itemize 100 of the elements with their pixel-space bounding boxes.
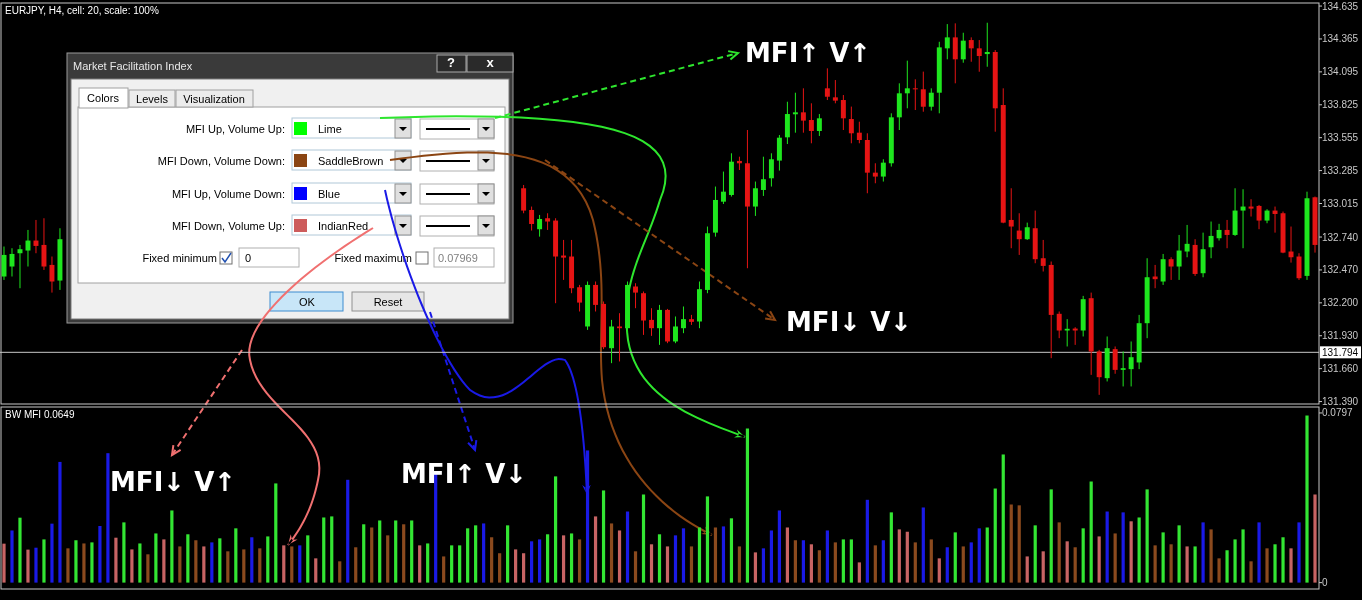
bar [1281,537,1285,583]
ref-line-label: 131.794 [1322,346,1359,358]
bar [801,540,805,583]
bar [154,533,158,583]
candlestick [657,304,662,346]
bar [242,549,246,583]
bar [450,545,454,583]
annotation: MFI↓ V↑ [110,467,237,497]
bar [745,428,750,583]
bar [1041,551,1045,583]
candlestick [800,87,806,134]
bar [482,523,486,583]
bar [929,539,933,583]
bar [1081,528,1085,583]
annotation: Visualization [183,93,245,105]
bar [1089,481,1093,583]
chart-title: BW MFI 0.0649 [5,409,75,420]
bar [697,527,702,583]
candlestick [760,156,766,197]
bar [1137,517,1141,583]
candlestick [1112,345,1118,375]
y-tick-label: 132.200 [1322,297,1359,309]
y-tick-label: 134.635 [1322,0,1359,12]
candlestick [1128,340,1134,387]
bar [593,516,598,583]
bar [809,544,813,583]
bar [506,525,510,583]
bar [729,518,734,583]
annotation: Colors [87,92,120,104]
bar [849,539,853,583]
bar [1217,558,1221,583]
bar [474,525,478,583]
bar [122,522,126,583]
bar [1265,548,1269,583]
bar [1017,505,1021,583]
bar [490,537,494,583]
candlestick [880,158,886,183]
bar [314,558,318,583]
bar [761,548,766,583]
candlestick [856,121,862,144]
annotation: MFI Down, Volume Up: [171,220,285,232]
bar [1105,511,1109,583]
bar [210,542,214,583]
candlestick [1216,223,1222,242]
bar [1097,536,1101,583]
bar [106,453,110,583]
bar [58,461,62,583]
bar [418,545,422,583]
bar [673,535,678,583]
candlestick [984,22,990,68]
candlestick [1208,221,1214,259]
bar [793,540,797,583]
candlestick [824,67,830,101]
annotation: Blue [318,188,341,200]
candlestick [1016,212,1022,256]
annotation: Levels [136,93,169,105]
candlestick [1160,253,1166,286]
bar [266,536,270,583]
candlestick [840,94,846,131]
candlestick [920,71,926,113]
bar [873,545,877,583]
candlestick [976,39,982,73]
bar [545,534,550,583]
bar [609,523,614,583]
bar [953,532,957,583]
bar [657,534,662,583]
bar [50,523,54,583]
annotation: IndianRed [318,220,369,232]
bar [410,520,414,583]
bar [1113,533,1117,583]
candlestick [952,22,958,84]
bar [90,542,94,583]
candlestick [1008,187,1014,249]
bar [1305,415,1309,583]
annotation: MFI↑ V↓ [401,459,528,489]
candlestick [1224,219,1230,249]
annotation: Lime [318,123,342,135]
bar [577,539,582,583]
bar [1009,504,1013,583]
candlestick [968,36,974,63]
candlestick [521,184,527,214]
bar [322,517,326,583]
candlestick [1168,256,1174,281]
bar [1313,494,1317,583]
annotation: MFI↑ V↑ [745,38,872,68]
candlestick [816,113,822,137]
bar [522,553,526,583]
y-tick-label: 131.930 [1322,330,1359,342]
bar [633,551,638,583]
candlestick [1256,204,1262,230]
candlestick [537,214,543,238]
bar [458,545,462,583]
bar [905,531,909,583]
bar [1065,541,1069,583]
bar [841,539,845,583]
bar [865,499,869,583]
bar [1241,529,1245,583]
bar [66,548,70,583]
bar [338,561,342,583]
bar [186,534,190,583]
